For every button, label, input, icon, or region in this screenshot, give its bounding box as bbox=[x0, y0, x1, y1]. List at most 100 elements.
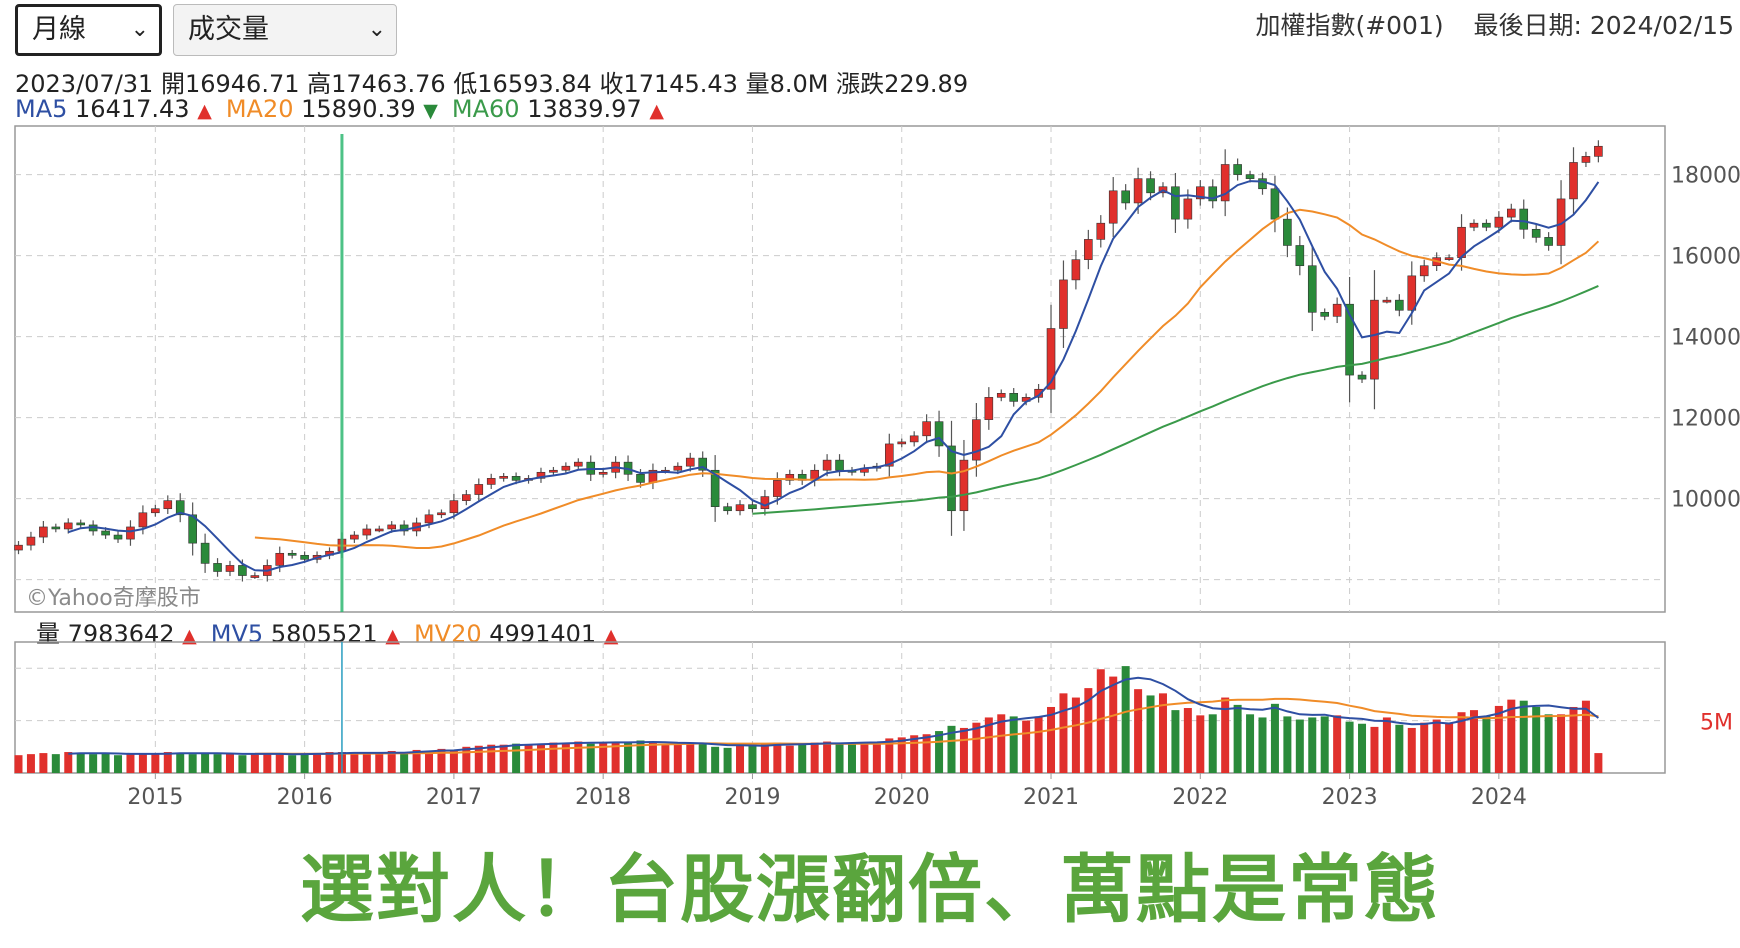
volume-bar bbox=[1246, 714, 1255, 773]
candle-body bbox=[922, 421, 931, 437]
ma-legend-name: MA20 bbox=[225, 95, 294, 123]
volume-legend-item: MV5 5805521 ▲ bbox=[211, 620, 400, 648]
candle bbox=[250, 572, 260, 579]
x-tick-label: 2017 bbox=[426, 785, 482, 810]
volume-bar bbox=[89, 754, 98, 773]
volume-bar bbox=[101, 753, 110, 773]
candle-body bbox=[1059, 279, 1068, 329]
candle bbox=[909, 431, 919, 447]
candle-body bbox=[1133, 178, 1143, 204]
triangle-up-icon: ▲ bbox=[649, 100, 664, 122]
candle bbox=[1220, 149, 1230, 217]
candle bbox=[549, 466, 558, 476]
period-select-value: 月線 bbox=[32, 14, 86, 45]
volume-bar bbox=[661, 743, 670, 773]
candle bbox=[474, 478, 484, 501]
candle-body bbox=[275, 552, 285, 566]
candle bbox=[972, 403, 981, 477]
candle-body bbox=[1395, 299, 1404, 311]
candle-body bbox=[636, 473, 645, 483]
volume-bar bbox=[362, 754, 371, 773]
candle-body bbox=[735, 504, 745, 512]
headline: 選對人！台股漲翻倍、萬點是常態 bbox=[300, 847, 1440, 933]
candle-body bbox=[1295, 245, 1305, 267]
candle-body bbox=[1096, 222, 1106, 240]
candle bbox=[175, 493, 185, 523]
ohlc-open: 開16946.71 bbox=[160, 70, 300, 98]
y-tick-label: 12000 bbox=[1671, 407, 1740, 432]
volume-bar bbox=[885, 738, 894, 773]
candle-body bbox=[1569, 162, 1578, 200]
candle bbox=[1569, 147, 1578, 215]
candle bbox=[1395, 294, 1404, 317]
candle bbox=[1469, 219, 1479, 232]
candle-body bbox=[1121, 190, 1130, 204]
candle bbox=[897, 438, 907, 448]
candle-body bbox=[1196, 186, 1205, 200]
candle-body bbox=[897, 441, 907, 445]
candle-body bbox=[1507, 208, 1516, 218]
candle-body bbox=[1594, 145, 1603, 157]
candle-body bbox=[1108, 190, 1118, 224]
candle-body bbox=[1146, 178, 1155, 194]
candle-body bbox=[225, 565, 235, 572]
indicator-select[interactable]: 成交量 ⌄ bbox=[173, 4, 397, 56]
candle bbox=[1307, 246, 1317, 332]
candle-body bbox=[437, 512, 446, 516]
x-tick-label: 2020 bbox=[874, 785, 930, 810]
candle-body bbox=[1245, 174, 1255, 179]
candle-body bbox=[1407, 275, 1417, 311]
candle bbox=[26, 531, 36, 551]
candle-body bbox=[536, 471, 546, 479]
candle-body bbox=[1469, 222, 1479, 228]
volume-bar bbox=[188, 754, 197, 773]
candle-body bbox=[1419, 265, 1429, 277]
volume-bar bbox=[1494, 705, 1503, 773]
candle bbox=[922, 414, 931, 444]
candle-body bbox=[1482, 222, 1491, 228]
volume-bar bbox=[847, 743, 856, 773]
candle bbox=[1208, 179, 1218, 209]
volume-bar bbox=[611, 741, 620, 773]
candle-body bbox=[760, 496, 770, 510]
candle bbox=[860, 464, 869, 477]
candle-body bbox=[76, 522, 85, 526]
volume-bar bbox=[536, 743, 545, 773]
volume-bar bbox=[1532, 706, 1541, 773]
candle bbox=[797, 469, 807, 485]
candle-body bbox=[399, 524, 409, 532]
candle-body bbox=[598, 471, 608, 475]
candle-body bbox=[1494, 216, 1504, 228]
candle-body bbox=[462, 494, 471, 501]
volume-bar bbox=[1395, 724, 1404, 773]
candle-body bbox=[1071, 259, 1081, 281]
x-tick-label: 2022 bbox=[1172, 785, 1228, 810]
volume-bar bbox=[425, 750, 434, 773]
candle-body bbox=[1357, 374, 1367, 380]
volume-bar bbox=[114, 755, 123, 773]
ma-legend-value: 15890.39 bbox=[293, 95, 424, 123]
volume-bar bbox=[288, 755, 297, 773]
period-select[interactable]: 月線 ⌄ bbox=[15, 4, 162, 56]
candle bbox=[1382, 296, 1392, 304]
candle-body bbox=[884, 443, 894, 467]
candle bbox=[1507, 203, 1516, 223]
x-tick-label: 2015 bbox=[127, 785, 183, 810]
volume-bar bbox=[39, 753, 48, 773]
volume-bar bbox=[462, 746, 471, 773]
candle bbox=[113, 531, 123, 543]
candle-body bbox=[175, 500, 185, 516]
candle-body bbox=[449, 500, 459, 514]
volume-bar bbox=[487, 744, 496, 773]
candle-body bbox=[1531, 228, 1541, 238]
candle-body bbox=[1519, 208, 1529, 230]
volume-bar bbox=[997, 714, 1006, 773]
candle bbox=[1009, 388, 1019, 407]
candle bbox=[287, 549, 297, 559]
candle bbox=[1457, 214, 1466, 271]
volume-bar bbox=[1557, 714, 1566, 773]
candle bbox=[1121, 184, 1130, 210]
candle-body bbox=[200, 542, 210, 564]
candle bbox=[1146, 171, 1155, 201]
